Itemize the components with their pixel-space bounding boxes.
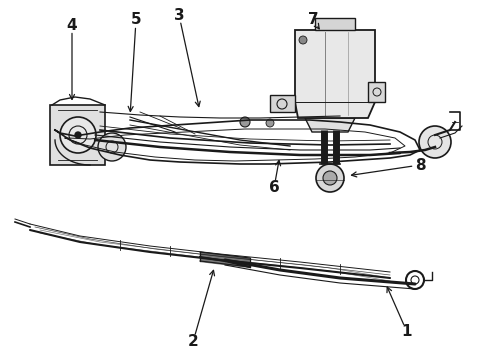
- Circle shape: [419, 126, 451, 158]
- Text: 6: 6: [269, 180, 279, 195]
- Text: 3: 3: [173, 8, 184, 22]
- Circle shape: [323, 171, 337, 185]
- Polygon shape: [305, 118, 355, 132]
- Polygon shape: [270, 95, 295, 112]
- Circle shape: [266, 119, 274, 127]
- Text: 7: 7: [308, 13, 319, 27]
- Circle shape: [316, 164, 344, 192]
- Polygon shape: [315, 18, 355, 30]
- Circle shape: [240, 117, 250, 127]
- Polygon shape: [368, 82, 385, 102]
- Text: 5: 5: [131, 13, 141, 27]
- Text: 1: 1: [402, 324, 412, 339]
- Polygon shape: [50, 105, 105, 165]
- Circle shape: [299, 36, 307, 44]
- Polygon shape: [295, 30, 375, 118]
- Text: 4: 4: [67, 18, 77, 32]
- Text: 8: 8: [415, 158, 425, 172]
- Circle shape: [98, 133, 126, 161]
- Circle shape: [75, 132, 81, 138]
- Text: 2: 2: [188, 334, 198, 350]
- Circle shape: [60, 117, 96, 153]
